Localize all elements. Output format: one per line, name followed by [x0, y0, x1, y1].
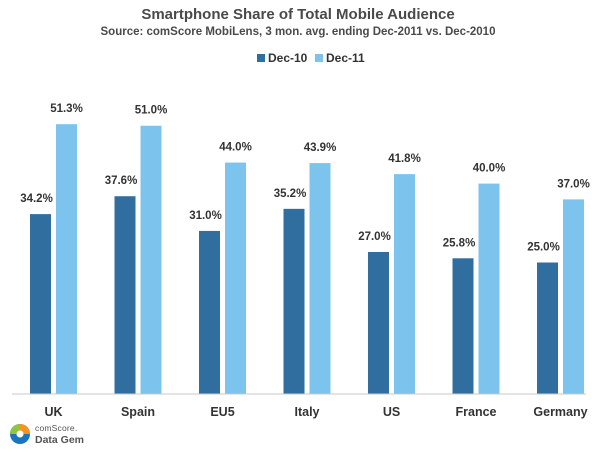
value-label-france-s2: 40.0%: [473, 163, 506, 175]
bar-italy-s1: [283, 208, 305, 394]
value-label-spain-s1: 37.6%: [105, 175, 138, 187]
category-label-germany: Germany: [533, 405, 587, 419]
logo-data-gem-text: Data Gem: [35, 434, 84, 446]
value-label-italy-s1: 35.2%: [274, 188, 307, 200]
comscore-logo: comScore. Data Gem: [10, 423, 84, 446]
bar-germany-s1: [537, 262, 558, 394]
legend-label-1: Dec-10: [268, 51, 308, 65]
value-label-eu5-s2: 44.0%: [219, 142, 252, 154]
legend-label-2: Dec-11: [326, 51, 365, 65]
bar-spain-s2: [140, 125, 162, 395]
bar-france-s2: [478, 183, 500, 394]
legend-swatch-1: [257, 54, 265, 62]
bars-group: 34.2% 51.3% 37.6% 51.0% 31.0% 44.0% 35.2% 43.9%…: [20, 103, 590, 395]
legend: Dec-10 Dec-11: [257, 51, 365, 65]
category-label-uk: UK: [44, 405, 62, 419]
bar-eu5-s2: [225, 162, 246, 394]
bar-us-s2: [394, 174, 415, 394]
value-label-france-s1: 25.8%: [443, 237, 476, 249]
value-label-uk-s2: 51.3%: [50, 103, 83, 115]
chart-title: Smartphone Share of Total Mobile Audienc…: [141, 6, 454, 23]
value-label-germany-s1: 25.0%: [527, 242, 560, 254]
category-labels: UK Spain EU5 Italy US France Germany: [44, 405, 587, 419]
bar-italy-s2: [309, 163, 331, 394]
category-label-eu5: EU5: [210, 405, 234, 419]
bar-uk-s2: [56, 124, 77, 395]
bar-spain-s1: [114, 196, 136, 394]
value-label-eu5-s1: 31.0%: [189, 210, 222, 222]
category-label-spain: Spain: [121, 405, 155, 419]
category-label-france: France: [456, 405, 497, 419]
comscore-globe-icon: [10, 424, 30, 444]
logo-brand-text: comScore.: [35, 423, 77, 433]
value-label-germany-s2: 37.0%: [557, 178, 590, 190]
value-label-italy-s2: 43.9%: [304, 142, 337, 154]
chart-subtitle: Source: comScore MobiLens, 3 mon. avg. e…: [101, 26, 496, 38]
bar-us-s1: [368, 251, 389, 394]
category-label-italy: Italy: [294, 405, 319, 419]
bar-eu5-s1: [199, 230, 220, 394]
value-label-us-s1: 27.0%: [358, 231, 391, 243]
category-label-us: US: [383, 405, 400, 419]
bar-uk-s1: [30, 214, 51, 394]
value-label-spain-s2: 51.0%: [135, 105, 168, 117]
legend-swatch-2: [315, 54, 323, 62]
bar-france-s1: [452, 258, 474, 394]
bar-germany-s2: [563, 199, 584, 394]
value-label-uk-s1: 34.2%: [20, 193, 53, 205]
value-label-us-s2: 41.8%: [388, 153, 421, 165]
